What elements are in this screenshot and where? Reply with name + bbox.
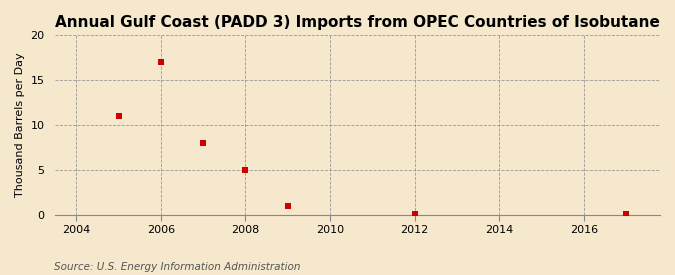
- Y-axis label: Thousand Barrels per Day: Thousand Barrels per Day: [15, 53, 25, 197]
- Point: [113, 114, 124, 118]
- Point: [409, 212, 420, 217]
- Title: Annual Gulf Coast (PADD 3) Imports from OPEC Countries of Isobutane: Annual Gulf Coast (PADD 3) Imports from …: [55, 15, 660, 30]
- Point: [155, 60, 166, 64]
- Point: [240, 168, 251, 172]
- Text: Source: U.S. Energy Information Administration: Source: U.S. Energy Information Administ…: [54, 262, 300, 272]
- Point: [621, 212, 632, 217]
- Point: [198, 141, 209, 145]
- Point: [282, 204, 293, 208]
